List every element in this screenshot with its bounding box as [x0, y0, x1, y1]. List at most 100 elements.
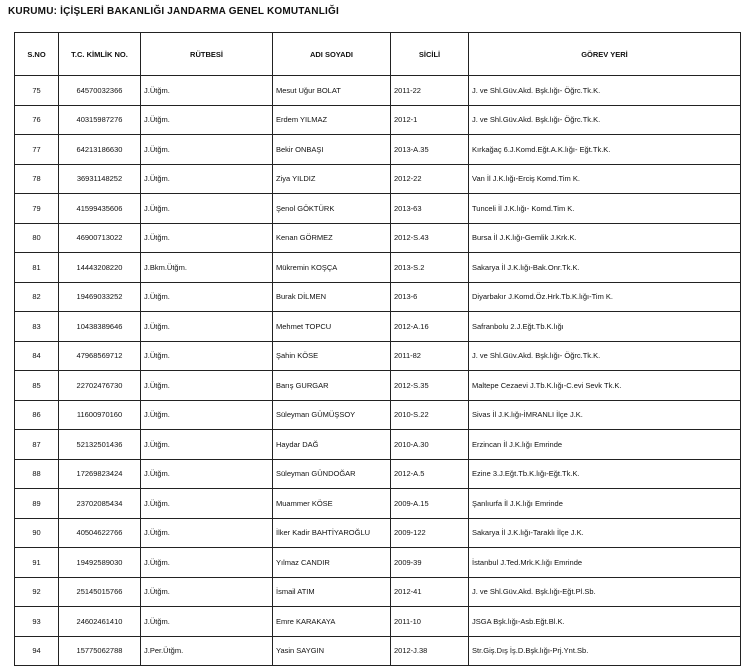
table-cell: 10438389646	[58, 311, 141, 342]
table-cell: Mesut Uğur BOLAT	[272, 75, 391, 106]
table-cell: 87	[14, 429, 59, 460]
table-cell: 22702476730	[58, 370, 141, 401]
table-cell: 86	[14, 399, 59, 430]
table-cell: J.Ütğm.	[140, 163, 273, 194]
table-cell: Muammer KÖSE	[272, 488, 391, 519]
table-row: 88 17269823424 J.Ütğm. Süleyman GÜNDOĞAR 201…	[14, 458, 741, 489]
table-cell: Haydar DAĞ	[272, 429, 391, 460]
table-cell: 2012-1	[390, 104, 469, 135]
table-cell: J.Ütğm.	[140, 281, 273, 312]
table-row: 81 14443208220 J.Bkm.Ütğm. Mükremin KOŞÇA 20…	[14, 252, 741, 283]
table-cell: 2013-A.35	[390, 134, 469, 165]
table-cell: İsmail ATIM	[272, 576, 391, 607]
table-row: 76 40315987276 J.Ütğm. Erdem YILMAZ 2012-1 J.…	[14, 104, 741, 135]
table-row: 94 15775062788 J.Per.Ütğm. Yasin SAYGIN 2012…	[14, 635, 741, 666]
table-cell: 25145015766	[58, 576, 141, 607]
table-row: 93 24602461410 J.Ütğm. Emre KARAKAYA 2011-10…	[14, 606, 741, 637]
table-cell: J.Ütğm.	[140, 576, 273, 607]
table-cell: 2011-82	[390, 340, 469, 371]
table-row: 77 64213186630 J.Ütğm. Bekir ONBAŞI 2013-A.3…	[14, 134, 741, 165]
table-body: 75 64570032366 J.Ütğm. Mesut Uğur BOLAT 2011…	[14, 75, 741, 666]
column-header: GÖREV YERİ	[468, 32, 741, 76]
table-cell: J. ve Shl.Güv.Akd. Bşk.lığı- Öğrc.Tk.K.	[468, 104, 741, 135]
table-cell: Str.Giş.Dış İş.D.Bşk.lığı-Prj.Ynt.Sb.	[468, 635, 741, 666]
personnel-table: S.NO T.C. KİMLİK NO. RÜTBESİ ADI SOYADI SİCİ…	[14, 32, 741, 666]
table-row: 90 40504622766 J.Ütğm. İlker Kadir BAHTİYAR…	[14, 517, 741, 548]
table-cell: J.Ütğm.	[140, 222, 273, 253]
table-cell: 2010-S.22	[390, 399, 469, 430]
table-cell: 2011-10	[390, 606, 469, 637]
table-cell: J.Bkm.Ütğm.	[140, 252, 273, 283]
table-row: 78 36931148252 J.Ütğm. Ziya YILDIZ 2012-22 Va…	[14, 163, 741, 194]
table-cell: 91	[14, 547, 59, 578]
table-cell: 24602461410	[58, 606, 141, 637]
table-cell: 15775062788	[58, 635, 141, 666]
table-cell: J.Ütğm.	[140, 429, 273, 460]
table-cell: 75	[14, 75, 59, 106]
header-row: S.NO T.C. KİMLİK NO. RÜTBESİ ADI SOYADI SİCİ…	[14, 32, 741, 76]
table-cell: 47968569712	[58, 340, 141, 371]
table-cell: 93	[14, 606, 59, 637]
table-cell: Ziya YILDIZ	[272, 163, 391, 194]
table-row: 83 10438389646 J.Ütğm. Mehmet TOPCU 2012-A.1…	[14, 311, 741, 342]
table-cell: 23702085434	[58, 488, 141, 519]
table-cell: J. ve Shl.Güv.Akd. Bşk.lığı- Öğrc.Tk.K.	[468, 75, 741, 106]
table-row: 82 19469033252 J.Ütğm. Burak DİLMEN 2013-6 Di…	[14, 281, 741, 312]
table-cell: 76	[14, 104, 59, 135]
table-cell: J.Ütğm.	[140, 134, 273, 165]
table-cell: Bursa İl J.K.lığı-Gemlik J.Krk.K.	[468, 222, 741, 253]
table-cell: 2010-A.30	[390, 429, 469, 460]
column-header: T.C. KİMLİK NO.	[58, 32, 141, 76]
table-row: 89 23702085434 J.Ütğm. Muammer KÖSE 2009-A.1…	[14, 488, 741, 519]
table-cell: J.Per.Ütğm.	[140, 635, 273, 666]
table-cell: Van İl J.K.lığı-Erciş Komd.Tim K.	[468, 163, 741, 194]
table-cell: Şahin KÖSE	[272, 340, 391, 371]
table-cell: 46900713022	[58, 222, 141, 253]
table-row: 87 52132501436 J.Ütğm. Haydar DAĞ 2010-A.30 E…	[14, 429, 741, 460]
table-row: 86 11600970160 J.Ütğm. Süleyman GÜMÜŞSOY 201…	[14, 399, 741, 430]
table-cell: 83	[14, 311, 59, 342]
document-title: KURUMU: İÇİŞLERİ BAKANLIĞI JANDARMA GENE…	[8, 6, 339, 17]
table-cell: Yasin SAYGIN	[272, 635, 391, 666]
table-cell: Süleyman GÜNDOĞAR	[272, 458, 391, 489]
table-cell: 90	[14, 517, 59, 548]
table-cell: J.Ütğm.	[140, 340, 273, 371]
table-cell: J.Ütğm.	[140, 75, 273, 106]
table-cell: 2013-6	[390, 281, 469, 312]
table-row: 84 47968569712 J.Ütğm. Şahin KÖSE 2011-82 J. …	[14, 340, 741, 371]
table-row: 91 19492589030 J.Ütğm. Yılmaz CANDIR 2009-39…	[14, 547, 741, 578]
table-cell: 64213186630	[58, 134, 141, 165]
table-cell: 52132501436	[58, 429, 141, 460]
table-cell: Sakarya İl J.K.lığı-Taraklı İlçe J.K.	[468, 517, 741, 548]
column-header: RÜTBESİ	[140, 32, 273, 76]
table-cell: 78	[14, 163, 59, 194]
table-row: 75 64570032366 J.Ütğm. Mesut Uğur BOLAT 2011…	[14, 75, 741, 106]
table-cell: 2012-S.43	[390, 222, 469, 253]
table-cell: Safranbolu 2.J.Eğt.Tb.K.lığı	[468, 311, 741, 342]
table-cell: Kırkağaç 6.J.Komd.Eğt.A.K.lığı- Eğt.Tk.K…	[468, 134, 741, 165]
table-cell: Barış GURGAR	[272, 370, 391, 401]
table-row: 92 25145015766 J.Ütğm. İsmail ATIM 2012-41 J.…	[14, 576, 741, 607]
table-cell: 2011-22	[390, 75, 469, 106]
table-cell: Mükremin KOŞÇA	[272, 252, 391, 283]
table-cell: 81	[14, 252, 59, 283]
table-cell: 80	[14, 222, 59, 253]
table-cell: 85	[14, 370, 59, 401]
table-cell: 11600970160	[58, 399, 141, 430]
table-cell: Süleyman GÜMÜŞSOY	[272, 399, 391, 430]
table-cell: Ezine 3.J.Eğt.Tb.K.lığı-Eğt.Tk.K.	[468, 458, 741, 489]
table-cell: 77	[14, 134, 59, 165]
table-cell: Mehmet TOPCU	[272, 311, 391, 342]
table-cell: 14443208220	[58, 252, 141, 283]
table-cell: İstanbul J.Ted.Mrk.K.lığı Emrinde	[468, 547, 741, 578]
column-header: S.NO	[14, 32, 59, 76]
table-cell: Burak DİLMEN	[272, 281, 391, 312]
table-cell: 2009-122	[390, 517, 469, 548]
table-cell: Emre KARAKAYA	[272, 606, 391, 637]
table-row: 79 41599435606 J.Ütğm. Şenol GÖKTÜRK 2013-63…	[14, 193, 741, 224]
table-cell: Yılmaz CANDIR	[272, 547, 391, 578]
table-cell: J.Ütğm.	[140, 370, 273, 401]
table-cell: 84	[14, 340, 59, 371]
table-cell: 19469033252	[58, 281, 141, 312]
